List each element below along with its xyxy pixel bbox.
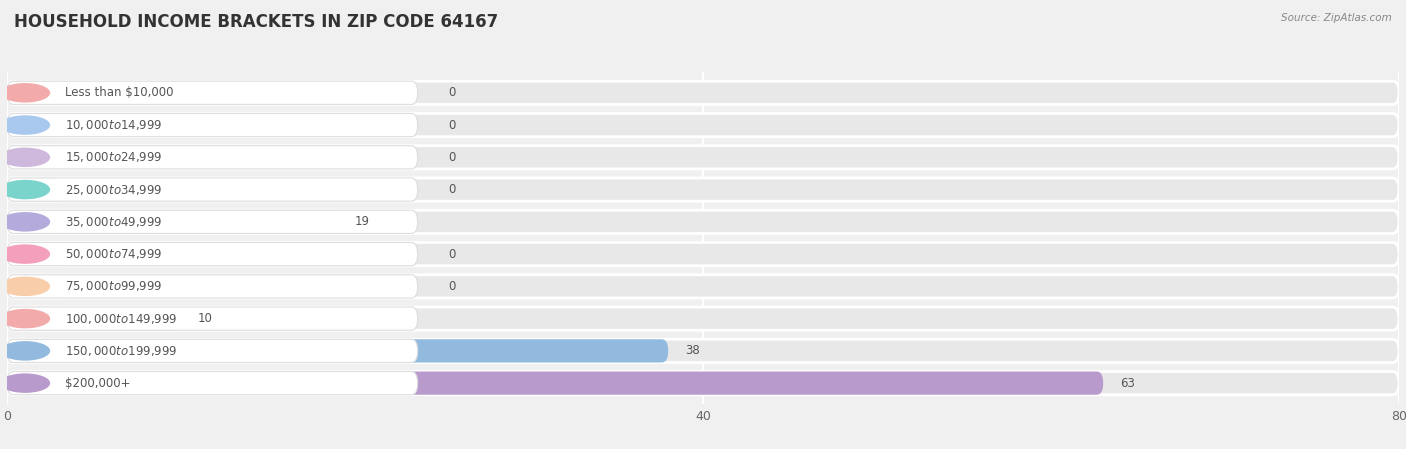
Ellipse shape	[0, 374, 51, 393]
Text: HOUSEHOLD INCOME BRACKETS IN ZIP CODE 64167: HOUSEHOLD INCOME BRACKETS IN ZIP CODE 64…	[14, 13, 498, 31]
Text: 10: 10	[198, 312, 212, 325]
Text: $100,000 to $149,999: $100,000 to $149,999	[66, 312, 179, 326]
Ellipse shape	[0, 341, 51, 361]
Text: 0: 0	[449, 86, 456, 99]
Text: $35,000 to $49,999: $35,000 to $49,999	[66, 215, 163, 229]
Ellipse shape	[0, 180, 51, 199]
FancyBboxPatch shape	[7, 371, 1104, 395]
FancyBboxPatch shape	[7, 339, 1399, 362]
Text: 38: 38	[685, 344, 700, 357]
Text: Less than $10,000: Less than $10,000	[66, 86, 174, 99]
FancyBboxPatch shape	[7, 114, 1399, 136]
Ellipse shape	[0, 115, 51, 135]
FancyBboxPatch shape	[7, 146, 418, 169]
Text: 0: 0	[449, 280, 456, 293]
FancyBboxPatch shape	[7, 81, 1399, 105]
FancyBboxPatch shape	[7, 178, 418, 201]
FancyBboxPatch shape	[7, 242, 1399, 266]
FancyBboxPatch shape	[7, 275, 1399, 298]
Text: 63: 63	[1121, 377, 1135, 390]
Text: $15,000 to $24,999: $15,000 to $24,999	[66, 150, 163, 164]
FancyBboxPatch shape	[7, 81, 63, 105]
FancyBboxPatch shape	[7, 339, 418, 362]
FancyBboxPatch shape	[7, 114, 63, 136]
FancyBboxPatch shape	[7, 307, 181, 330]
Text: 0: 0	[449, 151, 456, 164]
FancyBboxPatch shape	[7, 114, 418, 136]
Text: $200,000+: $200,000+	[66, 377, 131, 390]
FancyBboxPatch shape	[7, 307, 418, 330]
Text: Source: ZipAtlas.com: Source: ZipAtlas.com	[1281, 13, 1392, 23]
Text: 0: 0	[449, 119, 456, 132]
FancyBboxPatch shape	[7, 146, 1399, 169]
Ellipse shape	[0, 244, 51, 264]
Ellipse shape	[0, 212, 51, 232]
FancyBboxPatch shape	[7, 307, 1399, 330]
FancyBboxPatch shape	[7, 371, 1399, 395]
Text: $50,000 to $74,999: $50,000 to $74,999	[66, 247, 163, 261]
FancyBboxPatch shape	[7, 178, 63, 201]
FancyBboxPatch shape	[7, 242, 418, 266]
FancyBboxPatch shape	[7, 210, 1399, 233]
Ellipse shape	[0, 309, 51, 328]
Text: 0: 0	[449, 183, 456, 196]
FancyBboxPatch shape	[7, 178, 1399, 201]
Text: $10,000 to $14,999: $10,000 to $14,999	[66, 118, 163, 132]
FancyBboxPatch shape	[7, 339, 668, 362]
Ellipse shape	[0, 148, 51, 167]
FancyBboxPatch shape	[7, 275, 418, 298]
FancyBboxPatch shape	[7, 275, 63, 298]
Ellipse shape	[0, 277, 51, 296]
Text: 19: 19	[354, 216, 370, 229]
Text: $25,000 to $34,999: $25,000 to $34,999	[66, 183, 163, 197]
Ellipse shape	[0, 83, 51, 102]
FancyBboxPatch shape	[7, 210, 418, 233]
Text: $75,000 to $99,999: $75,000 to $99,999	[66, 279, 163, 293]
FancyBboxPatch shape	[7, 242, 63, 266]
FancyBboxPatch shape	[7, 371, 418, 395]
Text: $150,000 to $199,999: $150,000 to $199,999	[66, 344, 179, 358]
FancyBboxPatch shape	[7, 81, 418, 105]
Text: 0: 0	[449, 247, 456, 260]
FancyBboxPatch shape	[7, 210, 337, 233]
FancyBboxPatch shape	[7, 146, 63, 169]
